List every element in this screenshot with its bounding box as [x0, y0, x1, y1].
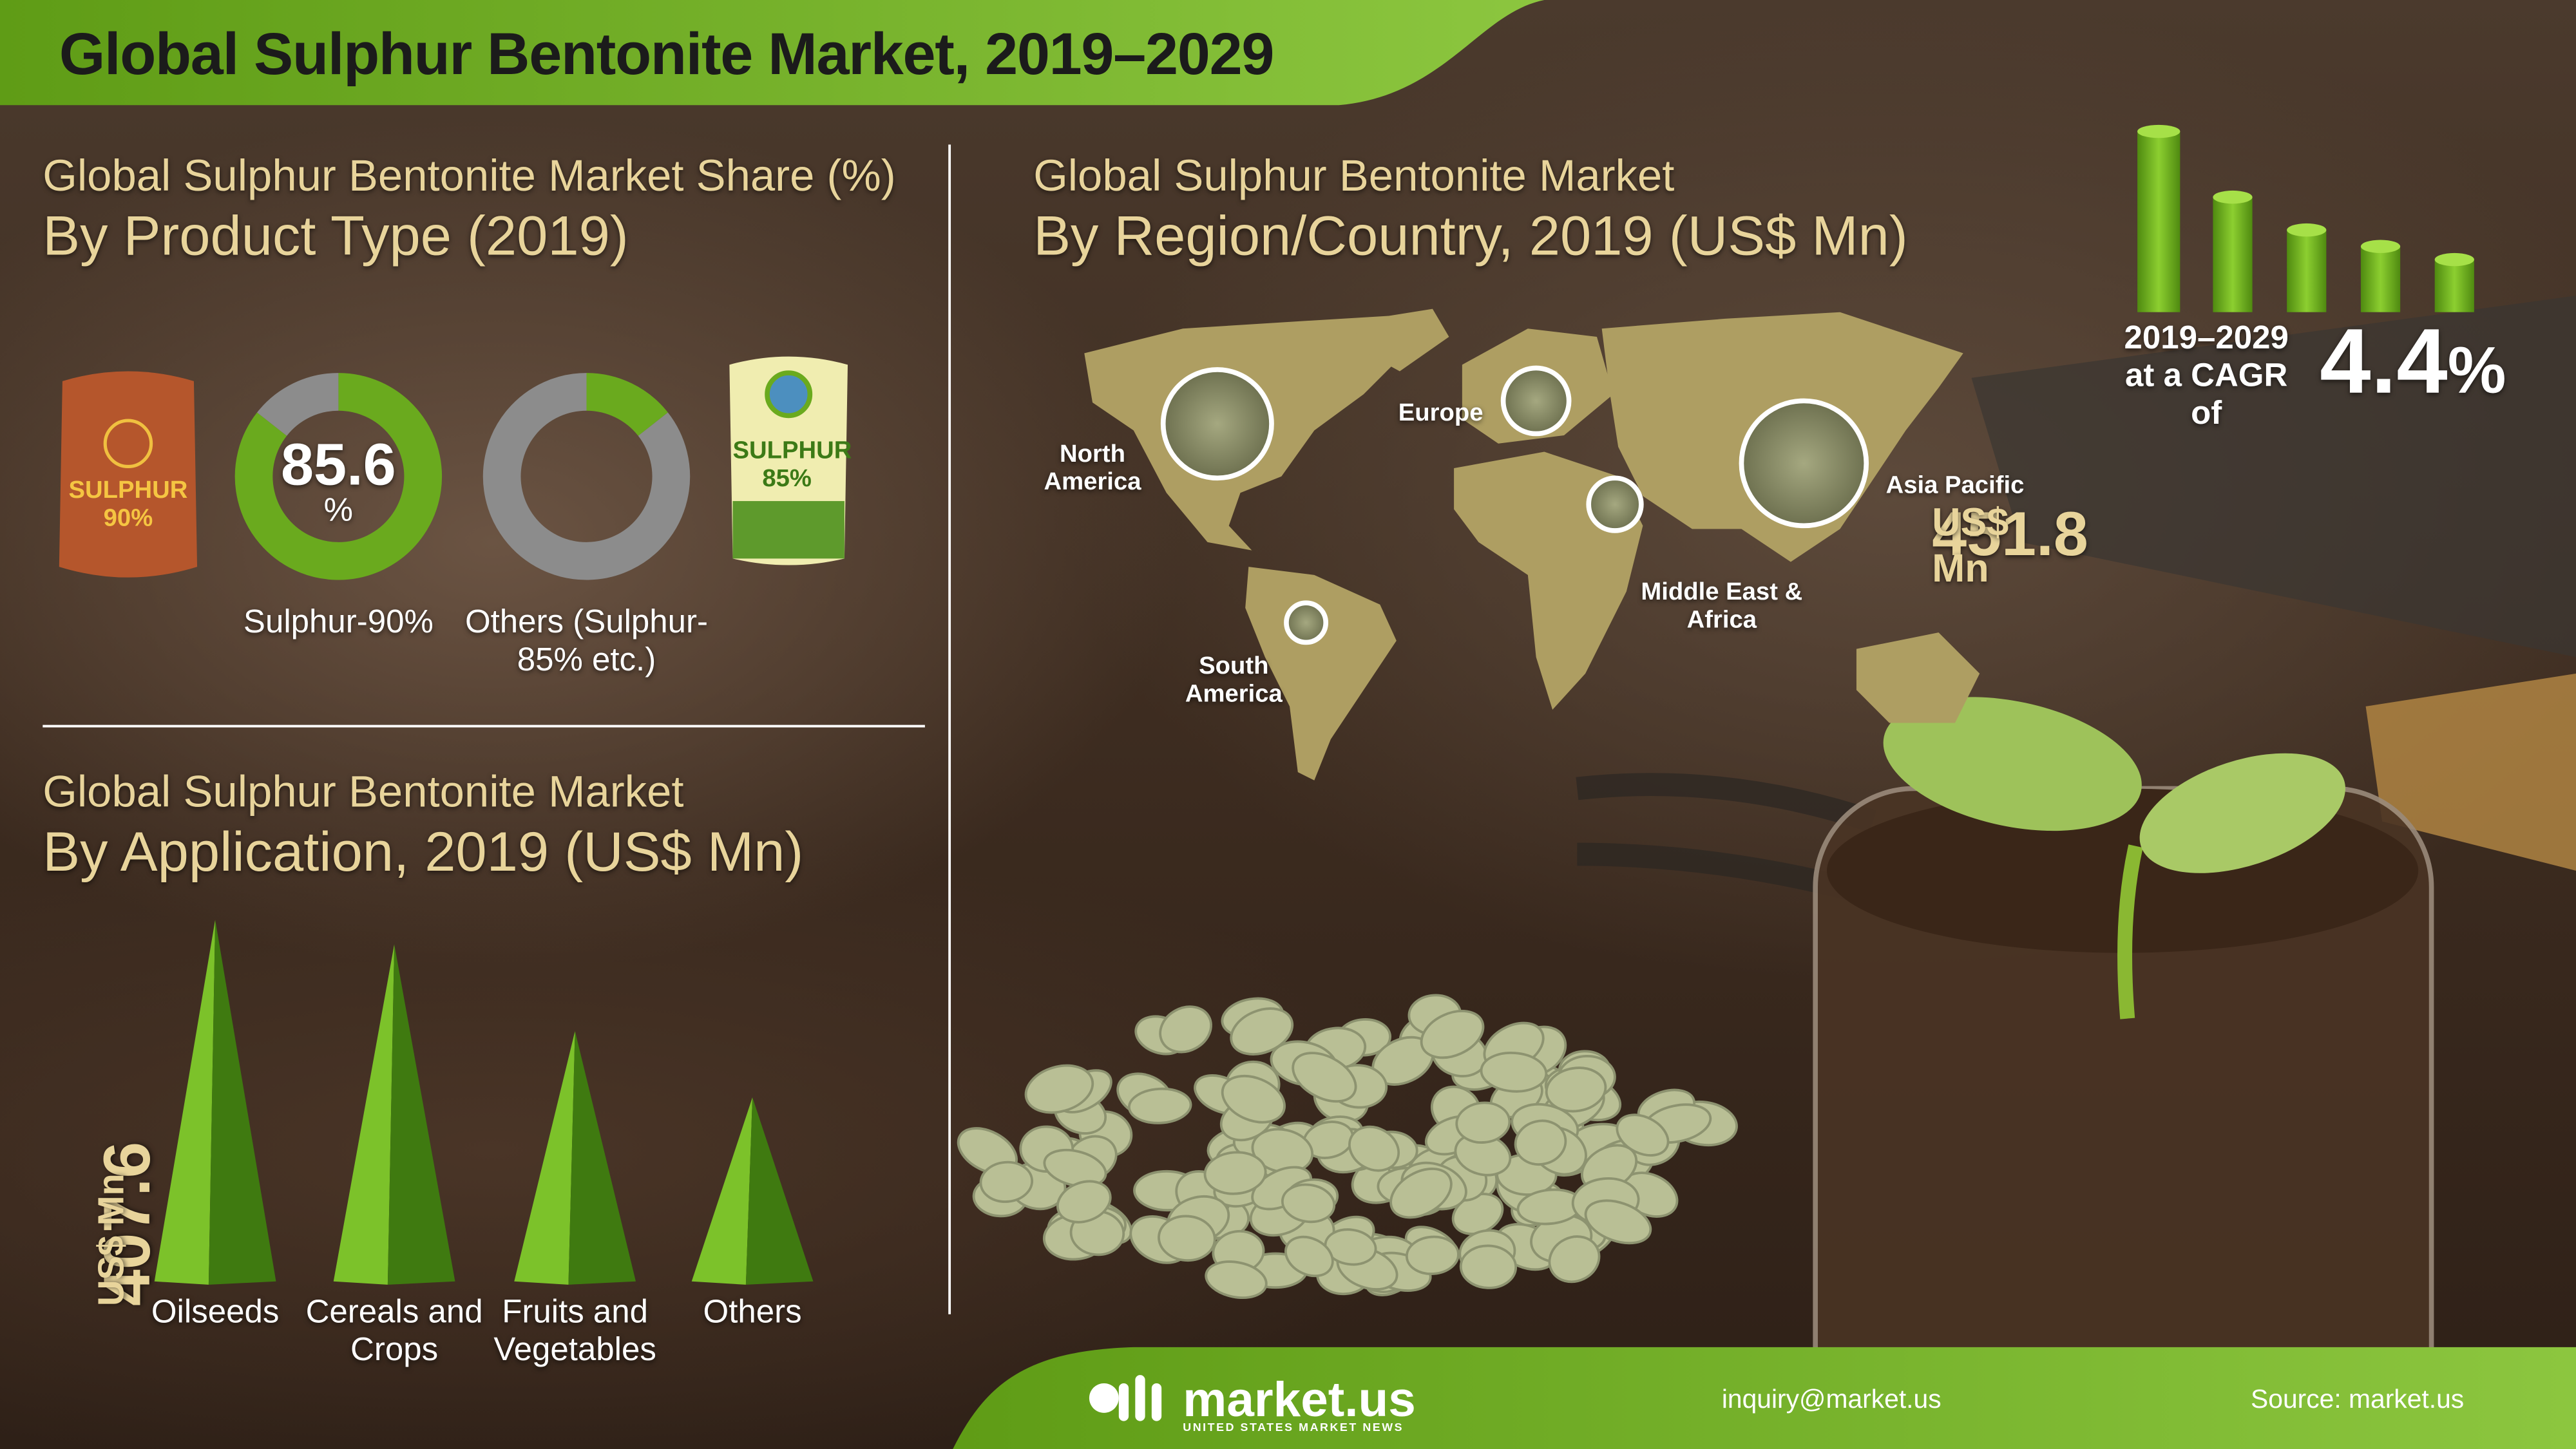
pellet [1230, 1007, 1294, 1056]
pellet [1459, 1244, 1518, 1289]
stem [2117, 844, 2143, 1019]
pyramid-face [691, 1097, 753, 1285]
chart-subtitle: By Region/Country, 2019 (US$ Mn) [1033, 205, 1908, 268]
pyramid-face [387, 944, 455, 1285]
pellet [1205, 1260, 1268, 1299]
pellet [1348, 1125, 1400, 1172]
pyramid-face [154, 920, 216, 1285]
pellet [1043, 1148, 1107, 1188]
pyramid-face [745, 1097, 814, 1285]
cagr-unit: % [2447, 335, 2506, 408]
value-unit: US$ Mn [90, 1173, 132, 1307]
source: Source: market.us [2251, 1387, 2465, 1415]
region-label: Europe [1398, 399, 1484, 428]
pellet [1420, 1010, 1485, 1059]
category-label: Others [703, 1294, 802, 1331]
value-unit: US$ Mn [1932, 501, 2009, 591]
region-bubble [1284, 600, 1329, 645]
bag-label: SULPHUR 90% [68, 476, 188, 533]
handle [2365, 673, 2576, 871]
pellet [1616, 1113, 1670, 1157]
bag-icon [59, 371, 198, 578]
bag-icon [732, 501, 844, 559]
pellet [1480, 1052, 1548, 1093]
pellet [1548, 1235, 1601, 1283]
pyramid-face [208, 920, 276, 1285]
pellet [1284, 1235, 1334, 1278]
pellet [1127, 1087, 1192, 1124]
pellet [1292, 1052, 1357, 1103]
category-label: Sulphur-90% [243, 604, 434, 641]
value-label: 85.6 [280, 430, 396, 498]
pellet [1221, 1074, 1286, 1124]
pellet [1584, 1199, 1652, 1245]
pellet [1455, 1101, 1511, 1144]
pellet [1389, 1168, 1453, 1219]
pellet [1158, 1215, 1216, 1262]
bag-label: SULPHUR 85% [732, 437, 852, 493]
category-label: Cereals and Crops [305, 1294, 483, 1368]
region-bubble [1739, 398, 1869, 529]
region-label: South America [1185, 652, 1283, 709]
pellet [1203, 1151, 1267, 1195]
logo [1089, 1383, 1119, 1413]
region-bubble [1160, 367, 1274, 481]
pyramid-face [514, 1031, 575, 1285]
cagr-value: 4.4% [2320, 309, 2506, 415]
bag-icon [765, 370, 813, 419]
logo [1118, 1375, 1162, 1421]
category-label: Others (Sulphur-85% etc.) [464, 604, 709, 679]
category-label: Oilseeds [151, 1294, 280, 1331]
pellet [1545, 1066, 1607, 1113]
category-label: Fruits and Vegetables [493, 1294, 656, 1368]
chart-title: Global Sulphur Bentonite Market [43, 767, 684, 817]
region-label: Middle East & Africa [1641, 578, 1803, 635]
region-bubble [1500, 365, 1572, 437]
pellets [957, 994, 1738, 1299]
chart-subtitle: By Application, 2019 (US$ Mn) [43, 821, 804, 884]
footer-band [953, 1347, 2576, 1449]
brand: market.us [1183, 1373, 1416, 1428]
trowel [1971, 296, 2576, 658]
donut-segment [257, 373, 339, 437]
chart-title: Global Sulphur Bentonite Market [1033, 151, 1675, 201]
pyramid-face [333, 944, 395, 1285]
chart-subtitle: By Product Type (2019) [43, 205, 629, 268]
pellet [1405, 1235, 1460, 1275]
cagr-label: 2019–2029 at a CAGR of [2124, 320, 2289, 432]
donut-segment [234, 373, 443, 580]
brand-tagline: UNITED STATES MARKET NEWS [1183, 1423, 1404, 1435]
pyramid-face [568, 1031, 636, 1285]
pellet [1281, 1183, 1336, 1224]
header-band [0, 0, 1545, 106]
region-bubble [1586, 475, 1644, 533]
donut-segment [586, 373, 668, 437]
region-label: Asia Pacific [1885, 471, 2025, 500]
cagr-bars [2137, 124, 2474, 312]
value-label: 451.8 [1932, 501, 2088, 571]
pellet [979, 1160, 1034, 1203]
pellet [1056, 1180, 1112, 1224]
pellet [1159, 1005, 1212, 1054]
chart-title: Global Sulphur Bentonite Market Share (%… [43, 151, 896, 201]
pellet [1514, 1119, 1567, 1166]
value-unit: % [323, 493, 354, 529]
donut-segment [482, 373, 691, 580]
region-label: North America [1044, 440, 1141, 497]
cagr-number: 4.4 [2320, 308, 2448, 413]
leaf [2139, 753, 2345, 873]
pellet [1324, 1228, 1377, 1266]
bag-icon [103, 419, 153, 469]
pellet [1024, 1064, 1094, 1114]
email: inquiry@market.us [1721, 1387, 1942, 1415]
page-title: Global Sulphur Bentonite Market, 2019–20… [59, 19, 1275, 88]
leaf [1883, 697, 2142, 831]
